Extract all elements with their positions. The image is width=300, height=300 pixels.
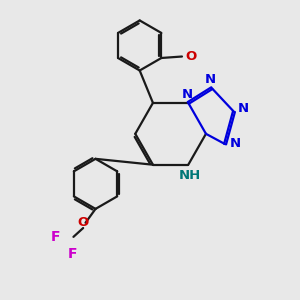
Text: N: N	[205, 74, 216, 86]
Text: NH: NH	[178, 169, 201, 182]
Text: N: N	[182, 88, 193, 101]
Text: N: N	[184, 160, 195, 173]
Text: F: F	[68, 247, 77, 261]
Text: O: O	[185, 50, 196, 63]
Text: F: F	[51, 230, 61, 244]
Text: O: O	[77, 216, 89, 229]
Text: N: N	[230, 137, 241, 150]
Text: N: N	[238, 102, 249, 115]
